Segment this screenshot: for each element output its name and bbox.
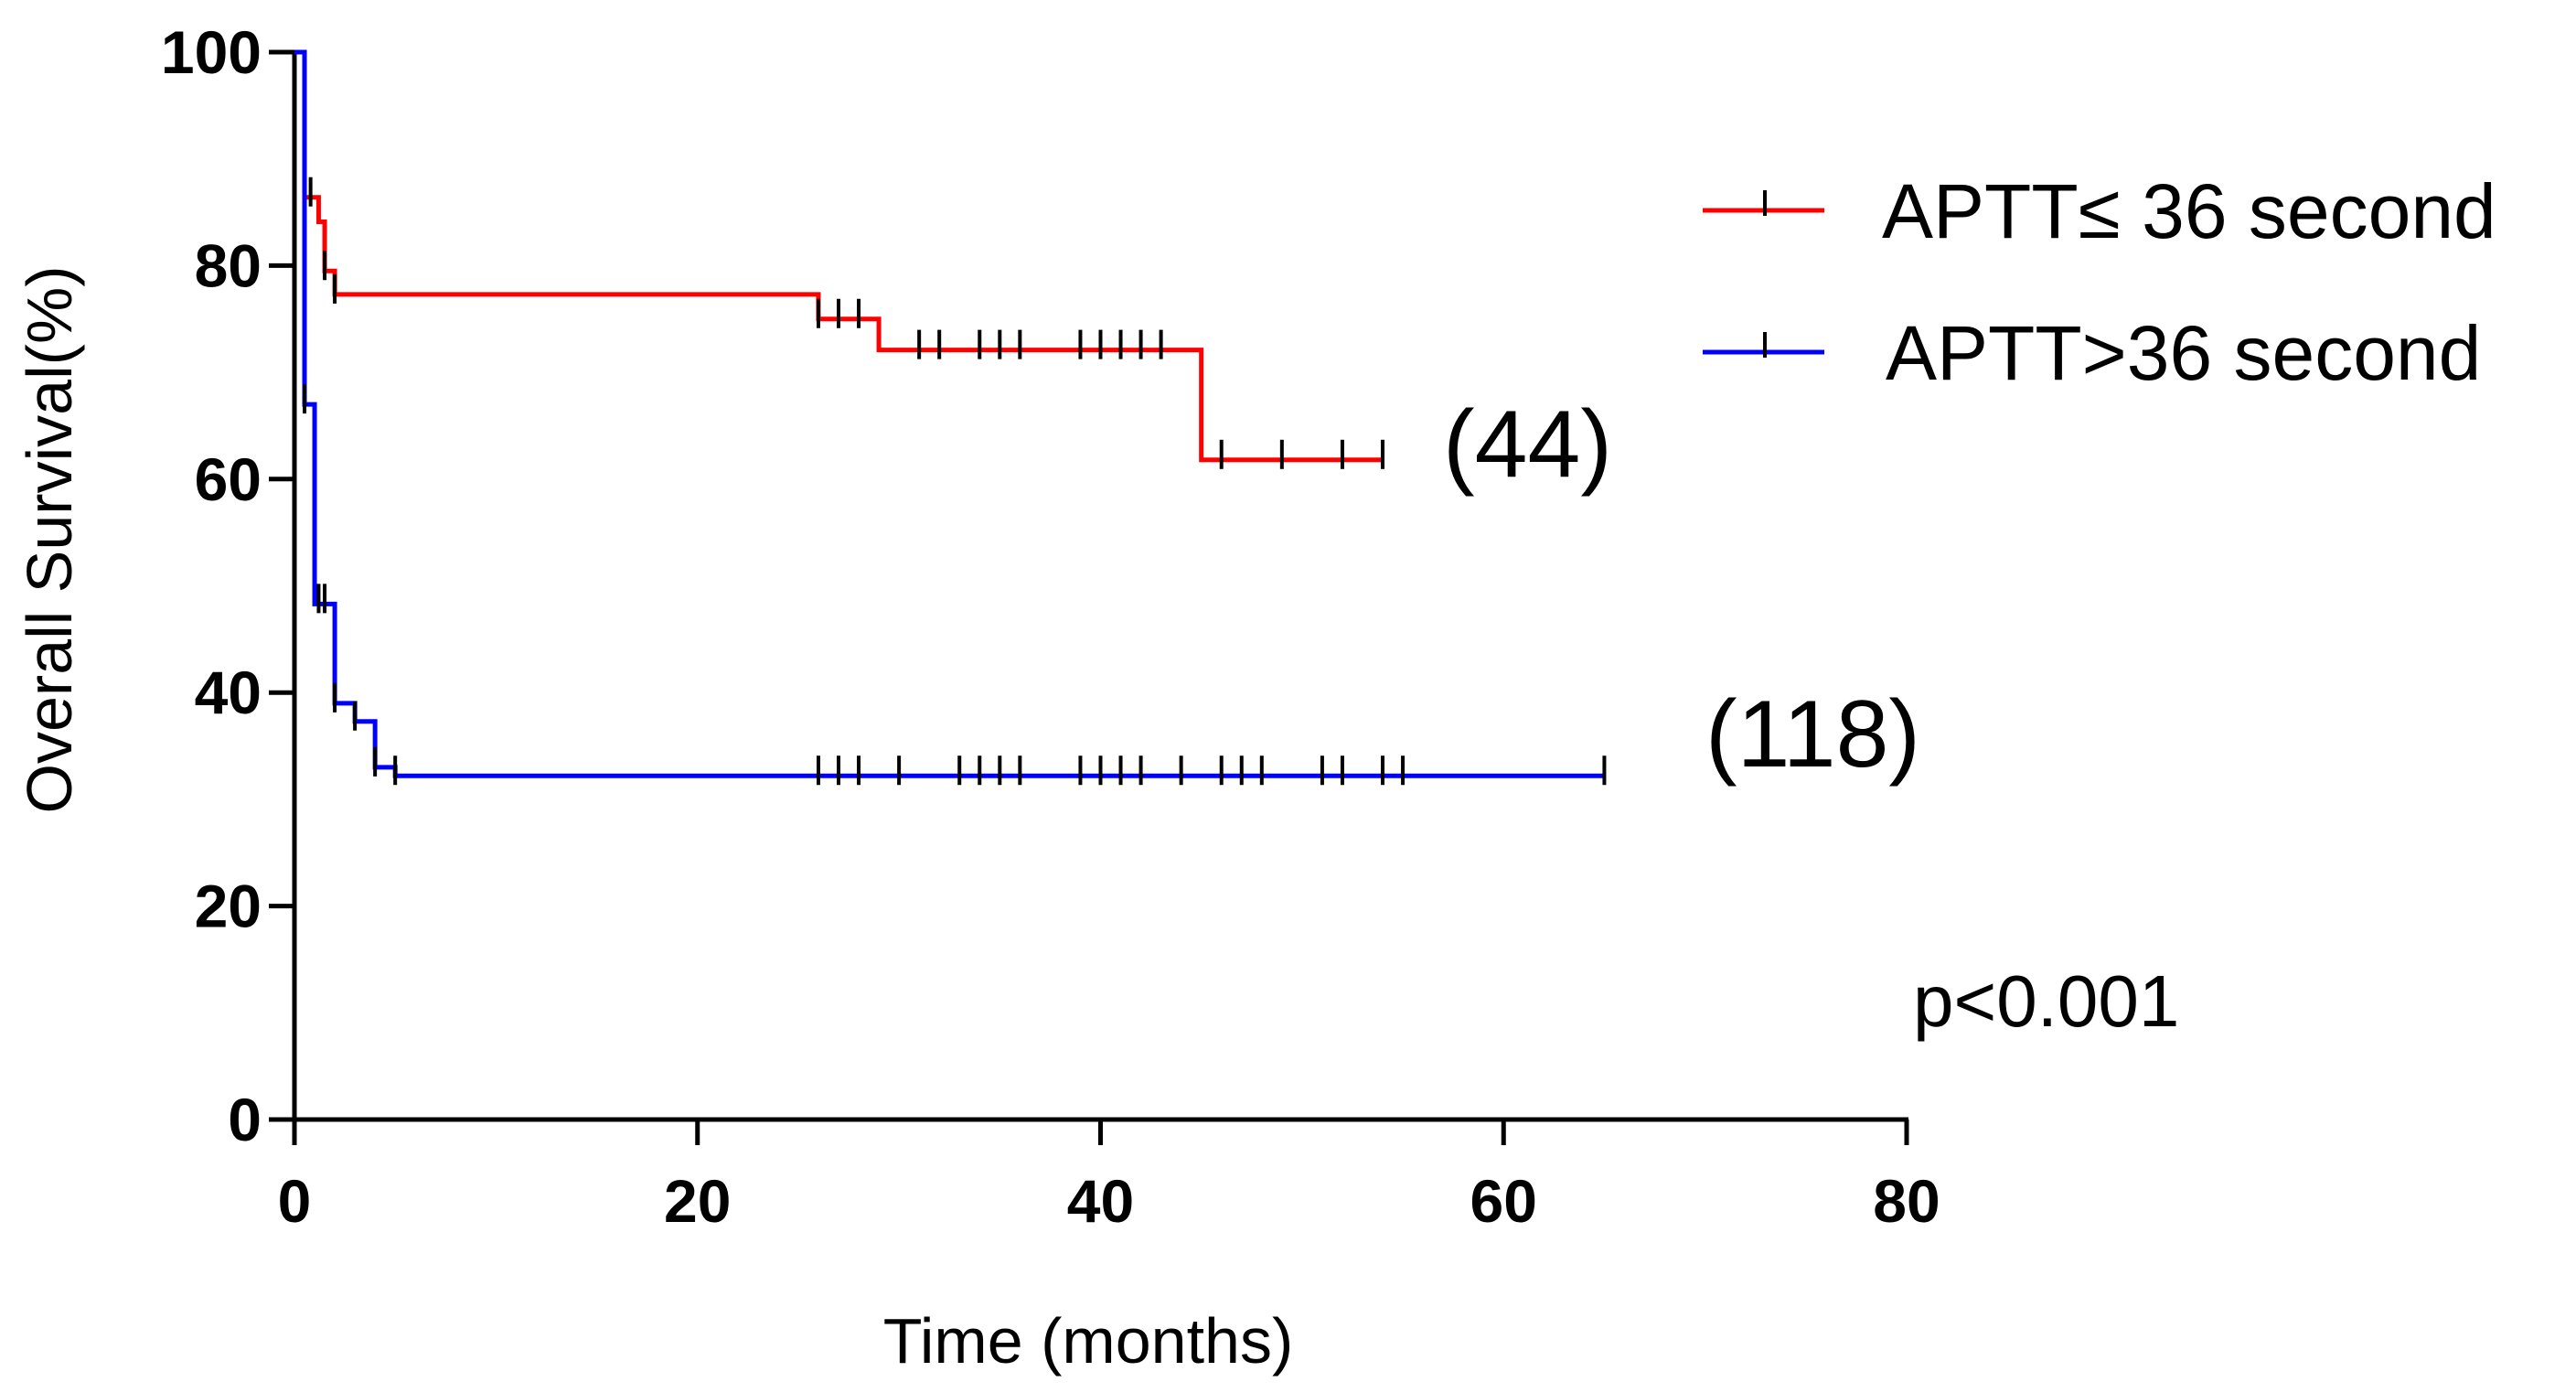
y-tick-label: 80 — [195, 231, 262, 299]
y-tick-label: 20 — [195, 873, 262, 940]
legend-label: APTT≤ 36 second — [1882, 168, 2496, 254]
y-axis-title: Overall Survival(%) — [14, 266, 85, 814]
group-count-annotation: (44) — [1443, 391, 1612, 498]
x-tick-label: 0 — [278, 1167, 312, 1235]
survival-curve-high-aptt — [294, 49, 1605, 778]
p-value-label: p<0.001 — [1913, 960, 2179, 1042]
x-tick-label: 80 — [1873, 1167, 1940, 1235]
x-axis-title: Time (months) — [883, 1305, 1294, 1377]
survival-curve-low-aptt — [294, 49, 1384, 463]
y-tick-label: 60 — [195, 445, 262, 513]
x-tick-label: 60 — [1470, 1167, 1537, 1235]
plot-area: (44) (118) — [294, 49, 1920, 788]
legend: APTT≤ 36 second APTT>36 second — [1703, 168, 2496, 396]
group-count-annotation: (118) — [1705, 681, 1920, 788]
legend-label: APTT>36 second — [1886, 310, 2481, 396]
x-tick-label: 20 — [664, 1167, 731, 1235]
y-tick-label: 40 — [195, 659, 262, 726]
axes: 0 20 40 60 80 100 0 20 40 60 80 — [161, 18, 1940, 1235]
y-tick-label: 100 — [161, 18, 262, 86]
y-tick-label: 0 — [228, 1086, 262, 1153]
x-tick-label: 40 — [1067, 1167, 1134, 1235]
